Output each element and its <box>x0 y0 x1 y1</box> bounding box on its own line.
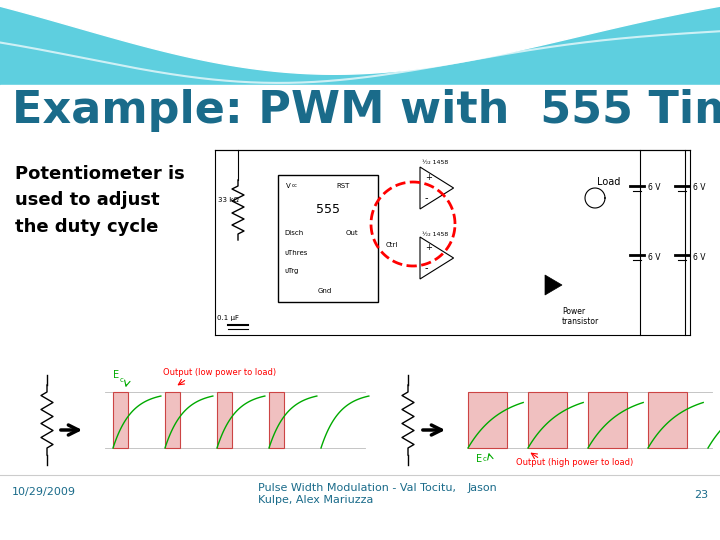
Text: c: c <box>120 377 124 383</box>
Text: c: c <box>483 456 487 462</box>
Bar <box>278 175 378 302</box>
Text: Potentiometer is
used to adjust
the duty cycle: Potentiometer is used to adjust the duty… <box>15 165 185 236</box>
Text: 10/29/2009: 10/29/2009 <box>12 487 76 497</box>
Text: Output (high power to load): Output (high power to load) <box>516 458 634 467</box>
Bar <box>217 392 232 448</box>
Text: ½₂ 1458: ½₂ 1458 <box>422 160 449 165</box>
Text: RST: RST <box>336 183 349 189</box>
Text: Out: Out <box>346 230 359 236</box>
Text: 6 V: 6 V <box>693 184 706 192</box>
Text: -: - <box>425 193 428 204</box>
Text: +: + <box>425 173 432 182</box>
Bar <box>528 392 567 448</box>
Text: +: + <box>425 243 432 252</box>
Text: Power
transistor: Power transistor <box>562 307 599 326</box>
Polygon shape <box>0 0 720 75</box>
Text: Ctrl: Ctrl <box>386 242 398 248</box>
Text: Example: PWM with  555 Timer: Example: PWM with 555 Timer <box>12 89 720 132</box>
Text: E: E <box>476 454 482 464</box>
Bar <box>648 392 687 448</box>
Text: E: E <box>113 370 119 380</box>
Polygon shape <box>545 275 562 295</box>
Text: -: - <box>425 264 428 273</box>
Text: 555: 555 <box>316 203 340 216</box>
Bar <box>0 0 720 90</box>
Polygon shape <box>420 167 454 209</box>
Text: Output (low power to load): Output (low power to load) <box>163 368 276 377</box>
Bar <box>269 392 284 448</box>
Text: 6 V: 6 V <box>648 184 660 192</box>
Polygon shape <box>420 237 454 279</box>
Text: 6 V: 6 V <box>648 253 660 261</box>
Text: V: V <box>286 183 291 189</box>
Bar <box>113 392 127 448</box>
Text: 33 kΩ: 33 kΩ <box>218 197 239 203</box>
Text: Load: Load <box>597 177 621 187</box>
Text: Jason: Jason <box>468 483 498 493</box>
Text: 0.1 μF: 0.1 μF <box>217 315 239 321</box>
Text: ½₂ 1458: ½₂ 1458 <box>422 232 449 237</box>
Bar <box>0 85 720 540</box>
Bar <box>165 392 179 448</box>
Text: cc: cc <box>292 183 298 188</box>
Bar <box>468 392 507 448</box>
Text: Gnd: Gnd <box>318 288 332 294</box>
Text: Kulpe, Alex Mariuzza: Kulpe, Alex Mariuzza <box>258 495 374 505</box>
Text: ᴜThres: ᴜThres <box>284 250 307 256</box>
Bar <box>588 392 627 448</box>
Text: Pulse Width Modulation - Val Tocitu,: Pulse Width Modulation - Val Tocitu, <box>258 483 456 493</box>
Text: Disch: Disch <box>284 230 303 236</box>
Text: 23: 23 <box>694 490 708 500</box>
Text: ᴜTrg: ᴜTrg <box>284 268 298 274</box>
Text: 6 V: 6 V <box>693 253 706 261</box>
